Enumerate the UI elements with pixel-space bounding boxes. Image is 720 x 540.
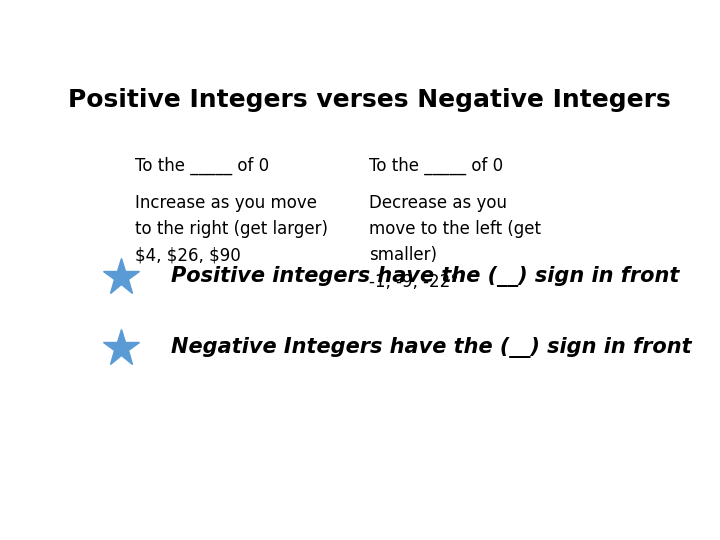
Text: Negative Integers have the (__) sign in front: Negative Integers have the (__) sign in … (171, 337, 691, 358)
Text: Decrease as you
move to the left (get
smaller)
-1, -9, -22°: Decrease as you move to the left (get sm… (369, 194, 541, 291)
Text: Positive integers have the (__) sign in front: Positive integers have the (__) sign in … (171, 266, 679, 287)
Text: Positive Integers verses Negative Integers: Positive Integers verses Negative Intege… (68, 87, 670, 112)
Text: To the _____ of 0: To the _____ of 0 (369, 156, 503, 174)
Text: To the _____ of 0: To the _____ of 0 (135, 156, 269, 174)
Text: Increase as you move
to the right (get larger)
$4, $26, $90: Increase as you move to the right (get l… (135, 194, 328, 265)
